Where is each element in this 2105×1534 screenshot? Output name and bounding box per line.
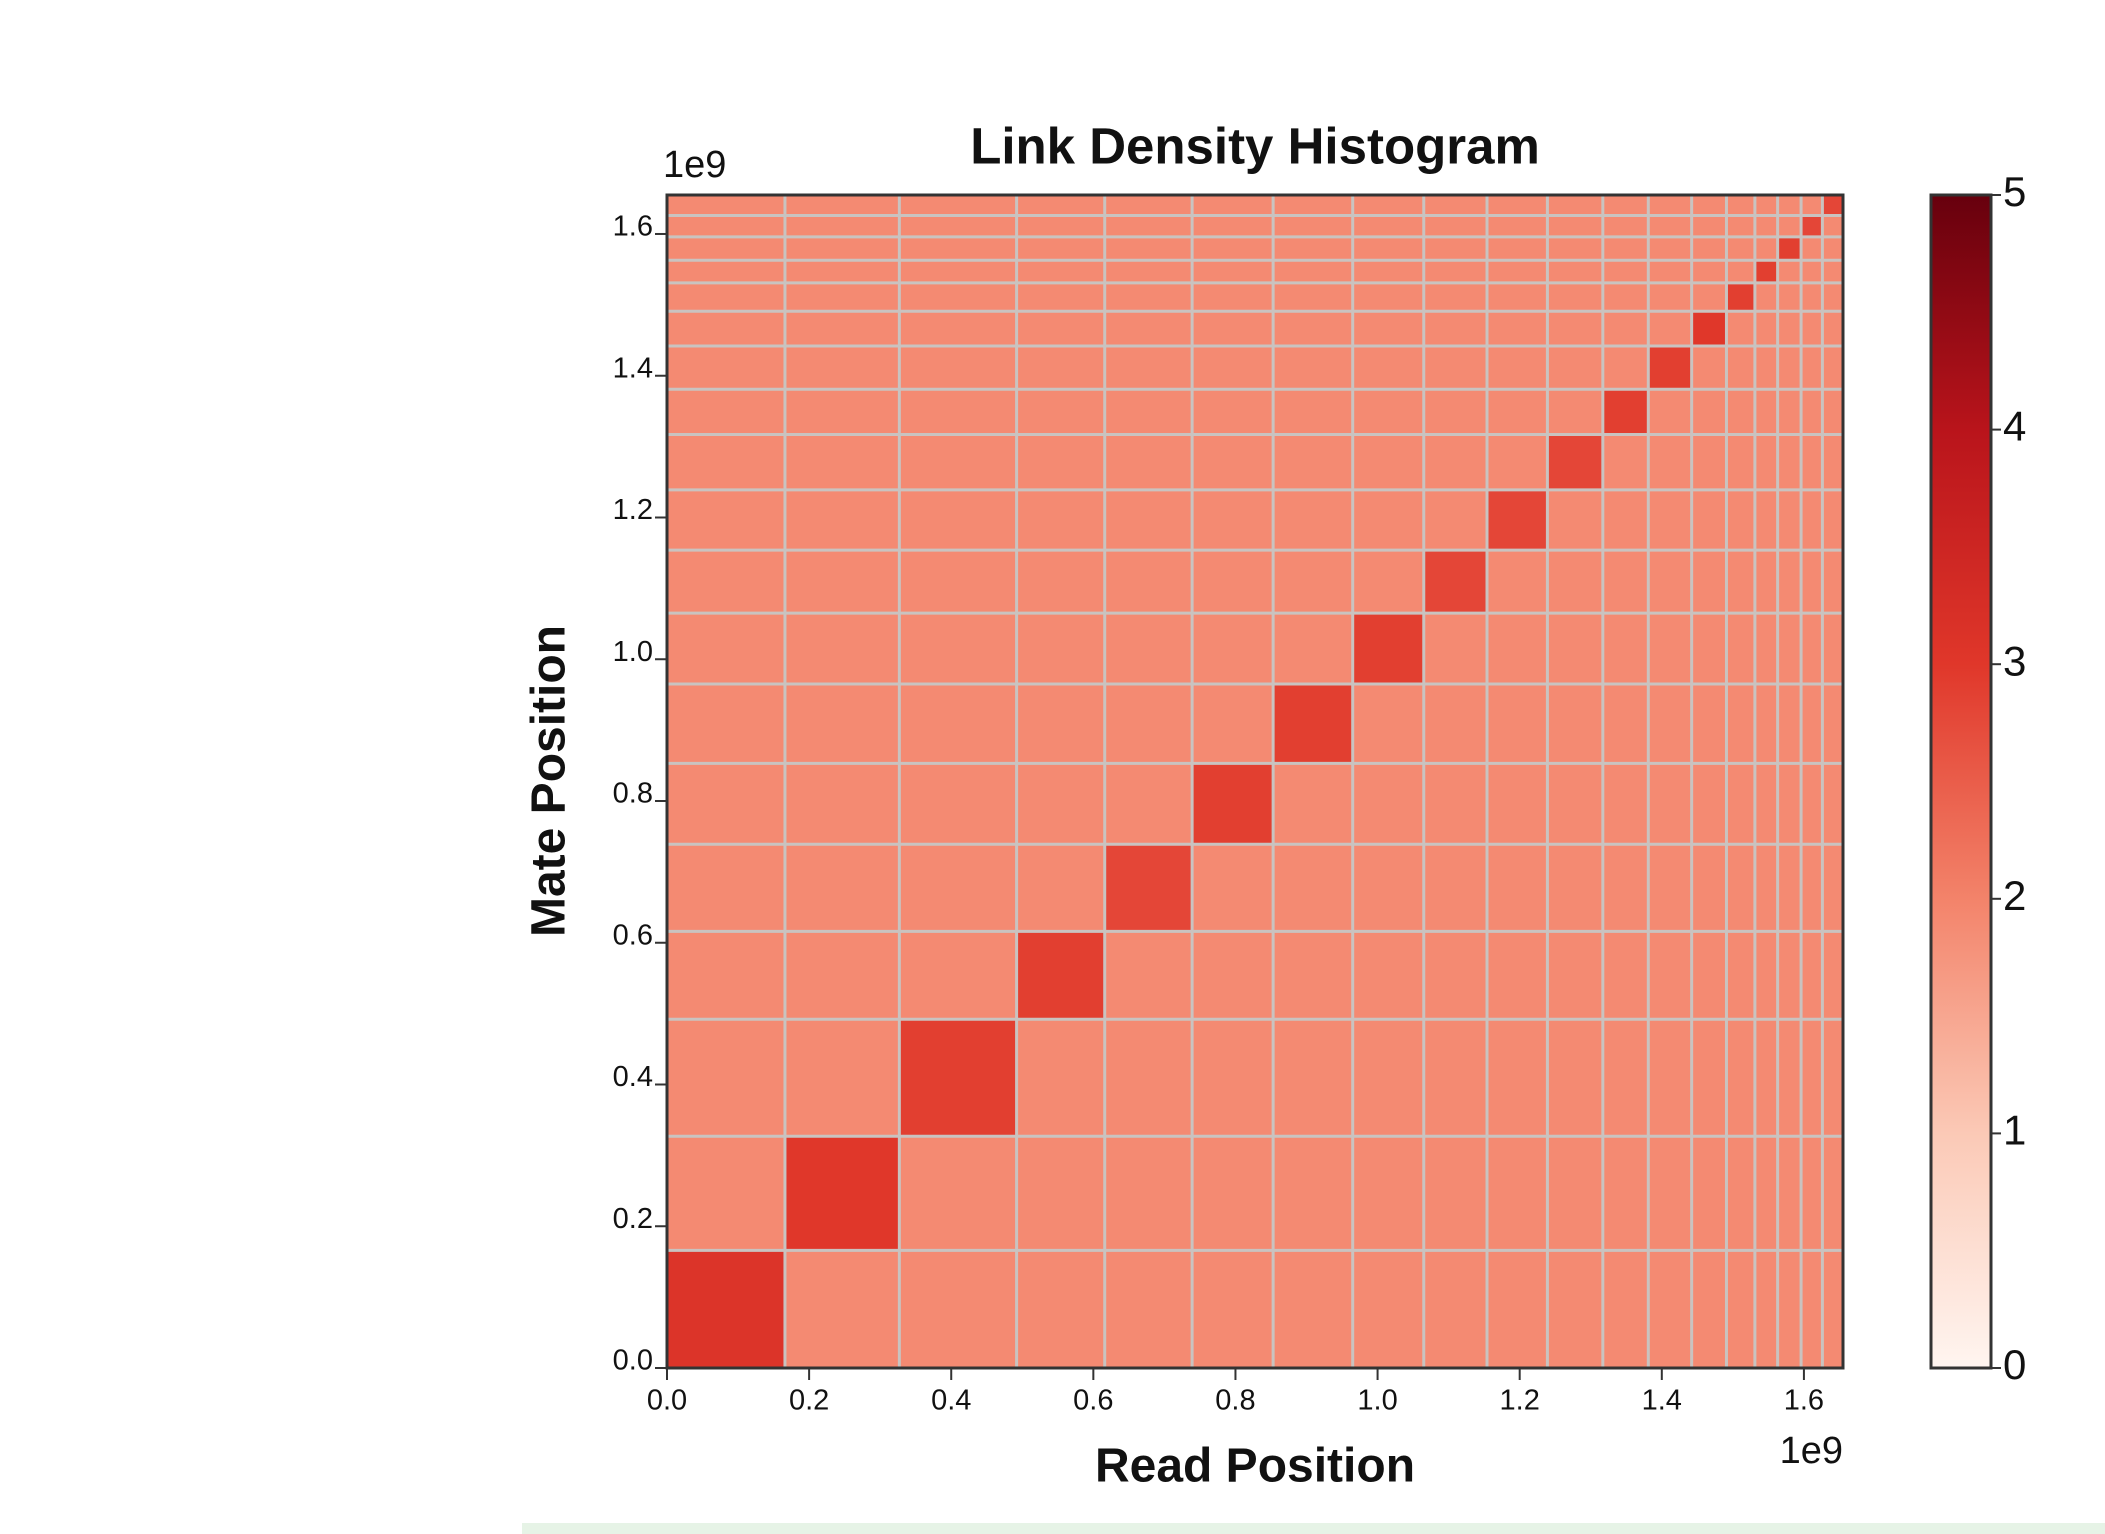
diagonal-cell — [667, 1250, 785, 1368]
colorbar-tick-label: 3 — [2003, 637, 2026, 684]
x-tick-label: 0.0 — [647, 1385, 687, 1417]
diagonal-cell — [1192, 763, 1274, 845]
footer-strip — [522, 1523, 2105, 1534]
y-tick-label: 0.4 — [613, 1061, 653, 1093]
y-tick-label: 0.6 — [613, 919, 653, 951]
diagonal-cell — [899, 1019, 1017, 1137]
x-tick-label: 1.6 — [1784, 1385, 1824, 1417]
diagonal-cell — [1423, 550, 1488, 614]
x-tick-label: 1.4 — [1642, 1385, 1682, 1417]
x-tick-label: 0.4 — [931, 1385, 971, 1417]
colorbar — [1929, 193, 1993, 1370]
x-tick-label: 0.6 — [1073, 1385, 1113, 1417]
colorbar-tick-label: 2 — [2003, 872, 2026, 919]
x-tick-label: 1.0 — [1357, 1385, 1397, 1417]
x-tick-label: 0.8 — [1215, 1385, 1255, 1417]
diagonal-cell — [1801, 215, 1823, 237]
diagonal-cell — [784, 1136, 900, 1251]
x-offset-label: 1e9 — [1780, 1430, 1843, 1472]
diagonal-cell — [1754, 260, 1778, 283]
colorbar-tick-label: 4 — [2003, 403, 2026, 450]
diagonal-cell — [1104, 844, 1193, 932]
y-tick-label: 0.0 — [613, 1345, 653, 1377]
x-axis-label: Read Position — [1095, 1440, 1415, 1493]
y-tick-label: 1.2 — [613, 494, 653, 526]
diagonal-cell — [1487, 489, 1548, 551]
x-tick-label: 0.2 — [789, 1385, 829, 1417]
y-tick-label: 0.8 — [613, 778, 653, 810]
diagonal-cell — [1273, 684, 1353, 764]
colorbar-tick-label: 1 — [2003, 1106, 2026, 1153]
diagonal-cell — [1648, 345, 1692, 390]
y-tick-label: 1.6 — [613, 211, 653, 243]
diagonal-cell — [1777, 236, 1802, 261]
diagonal-cell — [1691, 311, 1727, 346]
diagonal-cell — [1352, 613, 1424, 685]
colorbar-tick-label: 5 — [2003, 168, 2026, 215]
diagonal-cell — [1016, 931, 1105, 1020]
x-tick-label: 1.2 — [1500, 1385, 1540, 1417]
diagonal-cell — [1822, 195, 1843, 216]
plot-frame — [665, 193, 1845, 1370]
diagonal-cell — [1602, 389, 1649, 435]
y-tick-label: 1.4 — [613, 352, 653, 384]
y-axis-label: Mate Position — [523, 625, 576, 937]
y-offset-label: 1e9 — [663, 144, 726, 186]
diagonal-cell — [1547, 434, 1603, 490]
colorbar-tick-label: 0 — [2003, 1341, 2026, 1388]
y-tick-label: 0.2 — [613, 1203, 653, 1235]
diagonal-cell — [1726, 282, 1755, 312]
y-tick-label: 1.0 — [613, 636, 653, 668]
chart-title: Link Density Histogram — [970, 117, 1540, 174]
